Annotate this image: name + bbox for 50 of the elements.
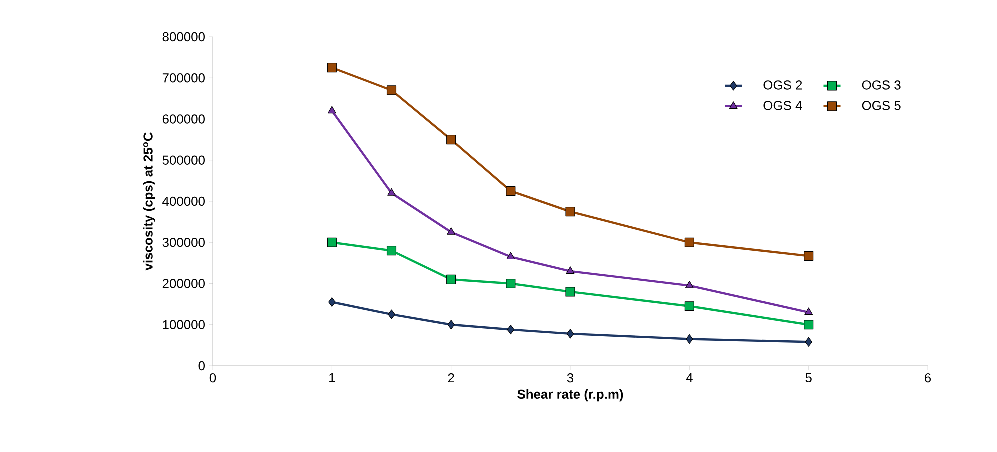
point	[386, 246, 397, 256]
point	[506, 252, 516, 260]
y-tick-label: 500000	[162, 156, 205, 165]
point	[448, 320, 455, 330]
point	[327, 238, 337, 248]
y-tick-label: 800000	[162, 32, 205, 42]
point	[804, 251, 814, 261]
point	[447, 228, 456, 235]
point	[804, 320, 814, 330]
point	[684, 302, 694, 312]
point	[327, 63, 337, 73]
y-tick-label: 100000	[163, 320, 205, 330]
y-tick-label: 400000	[162, 196, 205, 206]
legend-label: OGS 5	[862, 101, 901, 110]
point	[507, 325, 515, 335]
y-tick-label: 600000	[162, 114, 205, 124]
y-tick-label: 0	[198, 361, 205, 371]
point	[388, 310, 396, 320]
legend-label: OGS 2	[764, 80, 802, 90]
point	[506, 186, 516, 196]
x-tick-label: 2	[448, 374, 454, 383]
point	[506, 278, 516, 289]
point	[805, 337, 812, 347]
x-tick-label: 6	[925, 374, 932, 383]
point	[328, 297, 336, 308]
x-axis-title: Shear rate (r.p.m)	[518, 390, 624, 402]
point	[446, 135, 456, 145]
x-tick-label: 0	[210, 374, 216, 383]
y-tick-label: 700000	[162, 74, 205, 83]
x-tick-label: 5	[806, 374, 812, 383]
point	[685, 281, 694, 288]
point	[566, 287, 576, 297]
y-axis-title: viscosity (cps) at 25$^{o}$C	[143, 132, 156, 271]
x-tick-label: 4	[686, 374, 693, 382]
point	[566, 266, 575, 274]
point	[388, 188, 396, 196]
y-tick-label: 200000	[162, 279, 205, 288]
point	[684, 238, 694, 248]
y-tick-label: 300000	[162, 238, 205, 248]
point	[328, 106, 336, 114]
x-tick-label: 3	[567, 374, 574, 383]
point	[566, 207, 576, 217]
legend-label: OGS 4	[764, 101, 802, 110]
point	[686, 334, 694, 344]
point	[386, 86, 397, 96]
point	[446, 274, 456, 284]
legend-label: OGS 3	[862, 80, 901, 90]
point	[804, 308, 814, 316]
x-tick-label: 1	[330, 374, 336, 382]
point	[566, 329, 574, 339]
